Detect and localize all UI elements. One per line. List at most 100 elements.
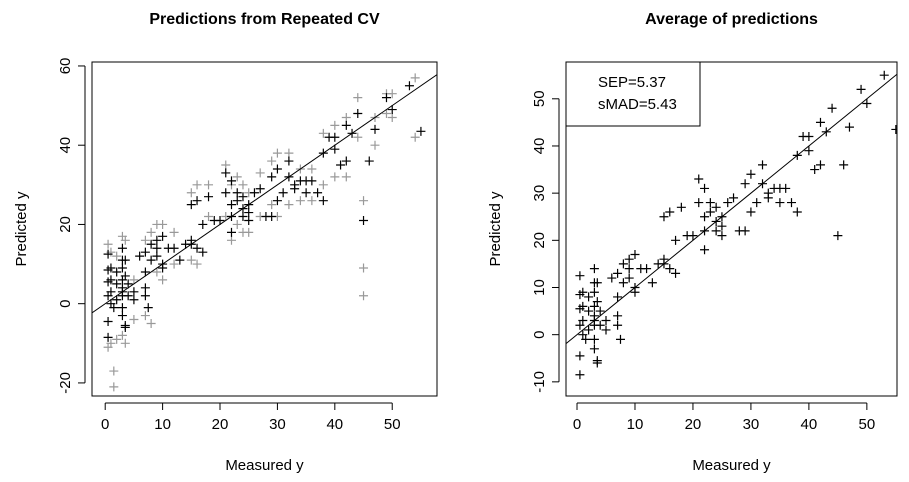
point — [106, 263, 116, 273]
point — [117, 263, 127, 273]
point — [575, 351, 585, 361]
y-tick-label: 0 — [531, 331, 548, 339]
point — [186, 200, 196, 210]
point — [103, 317, 113, 327]
point — [387, 89, 397, 99]
point — [341, 172, 351, 182]
point — [255, 184, 265, 194]
point — [169, 243, 179, 253]
point — [117, 311, 127, 321]
legend-text: SEP=5.37 — [598, 74, 666, 91]
point — [330, 144, 340, 154]
point — [592, 297, 602, 307]
point — [659, 212, 669, 222]
point — [146, 239, 156, 249]
point — [700, 212, 710, 222]
point — [129, 315, 139, 325]
point — [103, 239, 113, 249]
point — [112, 267, 122, 277]
point — [404, 81, 414, 91]
point — [665, 207, 675, 217]
point — [135, 251, 145, 261]
point — [272, 148, 282, 158]
point — [117, 243, 127, 253]
point — [267, 212, 277, 222]
point — [284, 148, 294, 158]
point — [198, 219, 208, 229]
chart-title: Predictions from Repeated CV — [149, 11, 380, 28]
point — [158, 275, 168, 285]
legend-box — [565, 61, 701, 127]
point — [359, 291, 369, 301]
x-tick-label: 0 — [101, 416, 109, 433]
point — [786, 198, 796, 208]
plot-frame — [565, 61, 898, 397]
point — [341, 120, 351, 130]
point — [746, 169, 756, 179]
point — [255, 168, 265, 178]
y-tick-label: -20 — [57, 372, 74, 394]
point — [221, 168, 231, 178]
point — [120, 322, 130, 332]
y-tick-label: 30 — [531, 185, 548, 202]
point — [129, 287, 139, 297]
y-axis-label: Predicted y — [13, 191, 30, 267]
point — [613, 320, 623, 330]
point — [112, 334, 122, 344]
point — [123, 291, 133, 301]
point — [307, 176, 317, 186]
point — [140, 291, 150, 301]
point — [717, 231, 727, 241]
point — [267, 156, 277, 166]
point — [775, 198, 785, 208]
point — [879, 70, 889, 80]
point — [146, 318, 156, 328]
point — [226, 235, 236, 245]
point — [284, 200, 294, 210]
point — [140, 311, 150, 321]
point — [109, 303, 119, 313]
y-tick-label: -10 — [531, 371, 548, 393]
point — [595, 306, 605, 316]
point — [752, 198, 762, 208]
x-tick-label: 50 — [384, 416, 401, 433]
point — [711, 202, 721, 212]
chart-title: Average of predictions — [645, 11, 818, 28]
point — [705, 207, 715, 217]
point — [810, 165, 820, 175]
point — [688, 231, 698, 241]
point — [891, 124, 897, 134]
point — [589, 264, 599, 274]
point — [120, 271, 130, 281]
legend-text: sMAD=5.43 — [598, 96, 677, 113]
point — [244, 227, 254, 237]
y-tick-label: 50 — [531, 90, 548, 107]
plot-area — [566, 70, 897, 380]
x-tick-label: 20 — [685, 416, 702, 433]
y-tick-label: 0 — [57, 300, 74, 308]
point — [671, 235, 681, 245]
point — [267, 200, 277, 210]
point — [106, 338, 116, 348]
point — [238, 180, 248, 190]
point — [740, 226, 750, 236]
point — [839, 160, 849, 170]
point — [341, 112, 351, 122]
point — [381, 109, 391, 119]
point — [272, 196, 282, 206]
point — [330, 132, 340, 142]
point — [112, 251, 122, 261]
point — [198, 247, 208, 257]
point — [856, 84, 866, 94]
point — [353, 132, 363, 142]
point — [192, 196, 202, 206]
point — [578, 330, 588, 340]
point — [232, 219, 242, 229]
point — [624, 254, 634, 264]
point — [615, 334, 625, 344]
point — [112, 295, 122, 305]
point — [575, 271, 585, 281]
y-tick-label: 40 — [531, 138, 548, 155]
point — [804, 132, 814, 142]
point — [249, 188, 259, 198]
